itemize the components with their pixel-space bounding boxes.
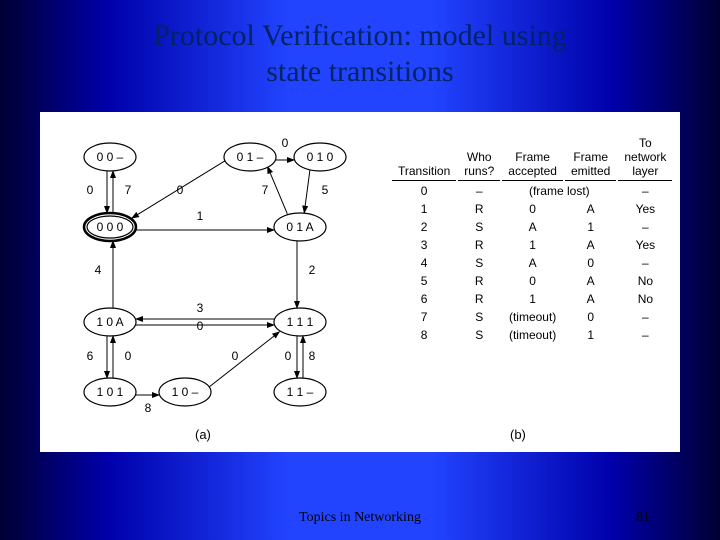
table-cell: 1 [392,201,456,217]
table-cell: 2 [392,219,456,235]
table-cell: A [565,273,616,289]
table-row: 1R0AYes [392,201,672,217]
edge-label: 0 [282,136,289,150]
edge-label: 0 [285,349,292,363]
table-cell: 3 [392,237,456,253]
table-cell: S [458,219,500,235]
table-cell: 0 [565,255,616,271]
table-cell: 0 [502,201,563,217]
edge-label: 2 [309,263,316,277]
edge-label: 8 [145,401,152,415]
table-cell: S [458,327,500,343]
table-cell: Yes [618,201,672,217]
state-label: 0 1 0 [307,150,334,164]
content-area: 07057012346000808 0 0 –0 1 –0 1 00 0 00 … [40,112,680,452]
state-label: 1 0 – [172,385,199,399]
table-row: 7S(timeout)0– [392,309,672,325]
table-row: 6R1ANo [392,291,672,307]
table-cell: A [565,237,616,253]
table-cell: R [458,273,500,289]
table-header: Whoruns? [458,134,500,181]
table-cell: 0 [502,273,563,289]
footer-text: Topics in Networking [0,510,720,526]
edge-label: 0 [232,349,239,363]
table-cell: 5 [392,273,456,289]
table-row: 5R0ANo [392,273,672,289]
transition-edge [268,167,288,214]
table-cell: 0 [565,309,616,325]
caption-a: (a) [195,427,211,442]
table-cell: 1 [565,327,616,343]
state-label: 1 1 – [287,385,314,399]
slide-title: Protocol Verification: model using state… [0,18,720,90]
table-cell: – [618,255,672,271]
table-cell: A [502,255,563,271]
table-row: 2SA1– [392,219,672,235]
title-line-1: Protocol Verification: model using [153,19,567,52]
state-label: 0 0 – [97,150,124,164]
table-cell: – [618,219,672,235]
table-row: 3R1AYes [392,237,672,253]
state-label: 1 0 A [96,315,123,329]
edge-label: 1 [197,209,204,223]
state-label: 0 1 – [237,150,264,164]
table-header: Tonetworklayer [618,134,672,181]
table-cell: A [502,219,563,235]
transition-edge [209,332,280,387]
state-label: 1 1 1 [287,315,314,329]
edge-label: 5 [322,183,329,197]
table-cell: No [618,273,672,289]
table-cell: A [565,291,616,307]
table-cell: R [458,291,500,307]
table-cell: No [618,291,672,307]
edge-label: 0 [87,183,94,197]
table-cell: Yes [618,237,672,253]
edge-label: 8 [309,349,316,363]
table-row: 4SA0– [392,255,672,271]
title-line-2: state transitions [266,55,453,88]
edge-label: 7 [262,183,269,197]
table-cell: (timeout) [502,309,563,325]
edge-label: 4 [95,263,102,277]
edge-label: 7 [125,183,132,197]
state-label: 0 0 0 [97,220,124,234]
state-label: 0 1 A [286,220,313,234]
edge-label: 0 [197,319,204,333]
edge-label: 0 [125,349,132,363]
table-cell: – [618,309,672,325]
table-cell: 4 [392,255,456,271]
transition-edge [304,170,310,213]
table-cell: 8 [392,327,456,343]
table-row: 8S(timeout)1– [392,327,672,343]
table-header: Frameemitted [565,134,616,181]
table-cell: 1 [565,219,616,235]
table-cell: R [458,237,500,253]
table-cell: 6 [392,291,456,307]
table-cell: 1 [502,237,563,253]
page-number: 81 [636,510,650,526]
transition-table: TransitionWhoruns?FrameacceptedFrameemit… [390,132,674,345]
table-cell: A [565,201,616,217]
table-cell: R [458,201,500,217]
edge-label: 6 [87,349,94,363]
table-cell: 1 [502,291,563,307]
table-cell: – [618,327,672,343]
edge-label: 3 [197,301,204,315]
edge-label: 0 [177,183,184,197]
caption-b: (b) [510,427,526,442]
table-cell: 7 [392,309,456,325]
table-cell: S [458,255,500,271]
table-header: Transition [392,134,456,181]
table-header: Frameaccepted [502,134,563,181]
table-cell: S [458,309,500,325]
table-row: 0–(frame lost)– [392,183,672,199]
table-cell: (timeout) [502,327,563,343]
state-label: 1 0 1 [97,385,124,399]
